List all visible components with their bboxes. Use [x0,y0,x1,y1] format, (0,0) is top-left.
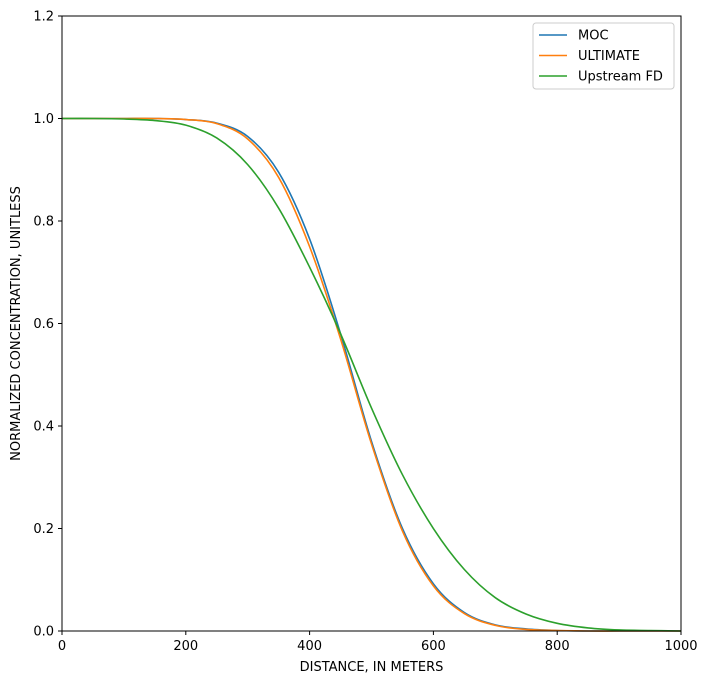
legend-label-2: Upstream FD [578,70,663,85]
y-tick-label: 0.6 [33,317,54,332]
x-tick-label: 600 [421,639,446,654]
y-tick-label: 1.2 [33,10,54,25]
legend: MOC ULTIMATE Upstream FD [532,22,675,90]
legend-label-1: ULTIMATE [578,49,640,64]
y-axis: 0.0 0.2 0.4 0.6 0.8 1.0 1.2 [33,10,62,640]
y-tick-label: 0.4 [33,420,54,435]
x-tick-label: 200 [173,639,198,654]
y-tick-label: 0.0 [33,625,54,640]
legend-box [532,22,675,90]
x-axis-title: DISTANCE, IN METERS [300,660,444,675]
y-axis-title: NORMALIZED CONCENTRATION, UNITLESS [9,186,24,461]
y-tick-label: 0.2 [33,522,54,537]
series-line-2 [61,117,682,632]
y-tick-label: 0.8 [33,215,54,230]
x-tick-label: 0 [58,639,66,654]
x-tick-label: 400 [297,639,322,654]
x-tick-label: 1000 [664,639,697,654]
y-tick-label: 1.0 [33,112,54,127]
x-tick-label: 800 [545,639,570,654]
legend-label-0: MOC [578,29,609,44]
x-axis: 0 200 400 600 800 1000 [58,631,698,654]
